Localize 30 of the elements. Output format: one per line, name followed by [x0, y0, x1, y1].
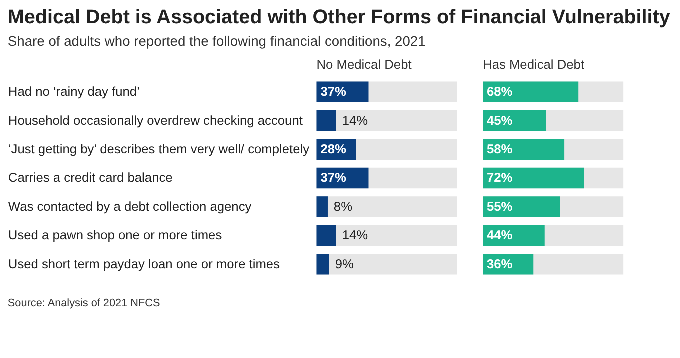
data-label: 14%: [342, 112, 368, 128]
source-note: Source: Analysis of 2021 NFCS: [8, 297, 160, 310]
y-tick-label: Had no ‘rainy day fund’: [8, 84, 140, 100]
y-tick-label: Carries a credit card balance: [8, 170, 173, 186]
bar: [316, 254, 330, 275]
data-label: 72%: [486, 170, 514, 186]
series-label: Has Medical Debt: [483, 56, 585, 72]
data-label: 44%: [486, 228, 514, 243]
data-label: 45%: [486, 112, 514, 128]
chart-title: Medical Debt is Associated with Other Forms of Financial Vulnerability: [8, 6, 670, 28]
data-label: 37%: [320, 170, 347, 186]
y-tick-label: Used short term payday loan one or more times: [8, 256, 280, 272]
series-label: No Medical Debt: [316, 56, 412, 72]
y-tick-label: Household occasionally overdrew checking account: [8, 112, 304, 128]
y-tick-label: ‘Just getting by’ describes them very well/ completely: [8, 142, 310, 157]
data-label: 9%: [335, 256, 354, 272]
data-label: 37%: [320, 84, 347, 100]
data-label: 55%: [486, 198, 514, 214]
y-tick-label: Used a pawn shop one or more times: [8, 228, 222, 243]
bar: [316, 110, 336, 132]
bar: [316, 196, 328, 218]
data-label: 58%: [486, 142, 514, 157]
y-tick-label: Was contacted by a debt collection agency: [8, 198, 252, 214]
data-label: 14%: [342, 228, 368, 243]
data-label: 36%: [486, 256, 514, 272]
chart-subtitle: Share of adults who reported the following financial conditions, 2021: [8, 33, 426, 50]
data-label: 28%: [320, 142, 347, 157]
data-label: 8%: [334, 198, 353, 214]
bar: [316, 225, 336, 246]
data-label: 68%: [486, 84, 514, 100]
